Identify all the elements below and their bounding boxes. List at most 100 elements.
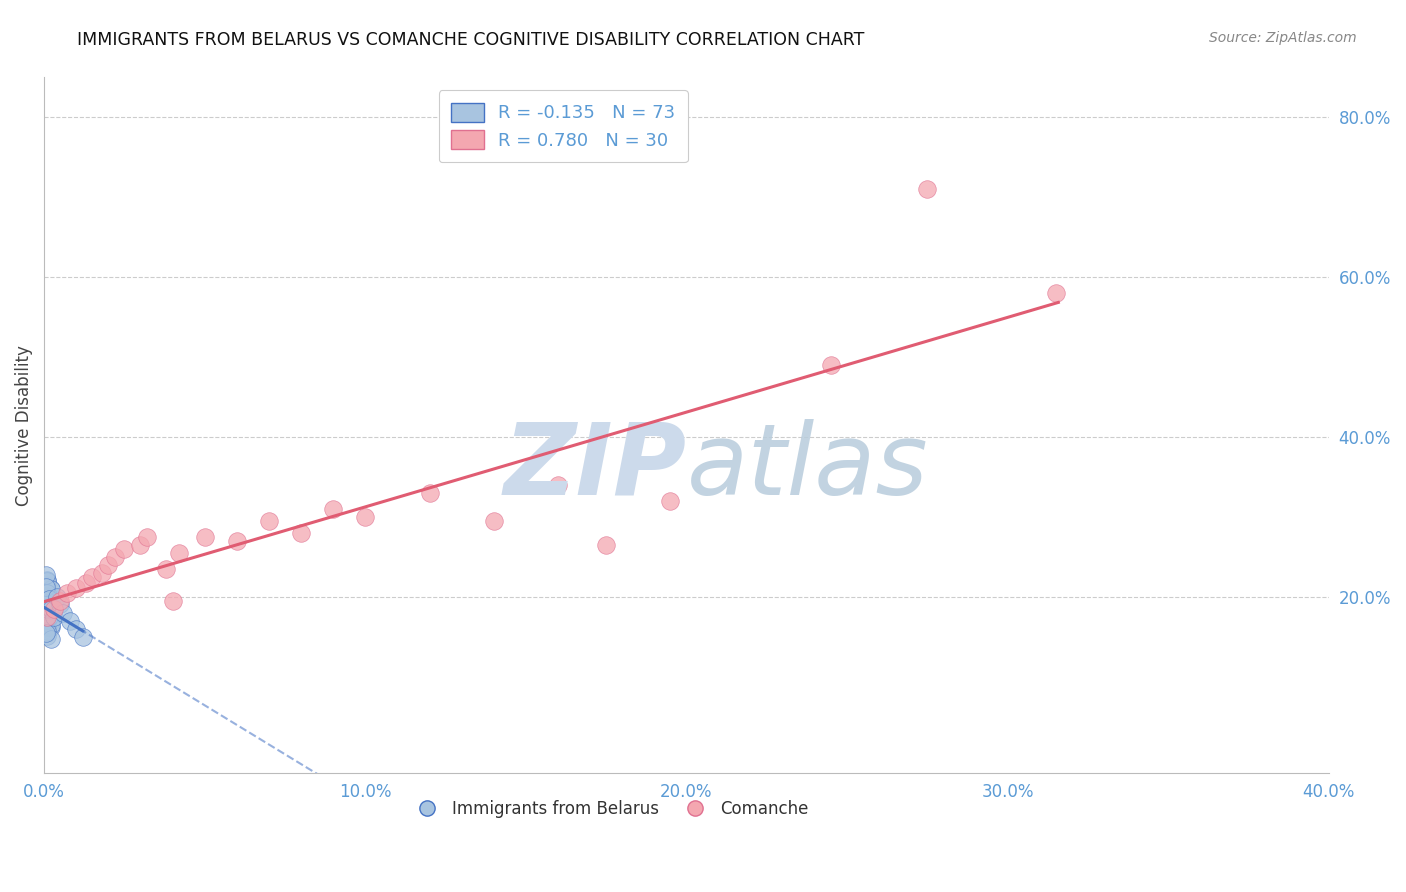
Point [37,594,59,608]
Point [37,574,59,589]
Point [37,618,59,632]
Point [1045,286,1067,301]
Point [39,615,62,629]
Point [38,600,60,615]
Point [37,602,59,616]
Y-axis label: Cognitive Disability: Cognitive Disability [15,345,32,506]
Point [35,591,58,605]
Point [39,582,62,597]
Point [135,531,157,545]
Point [37,610,59,624]
Point [35,610,58,624]
Point [354,510,377,524]
Point [37,613,59,627]
Point [35,605,58,619]
Point [35,580,58,594]
Point [39,602,62,616]
Point [112,542,135,557]
Point [38,602,60,616]
Point [547,478,569,492]
Point [37,610,59,624]
Point [290,526,312,541]
Point [35,603,58,617]
Point [42,610,65,624]
Point [37,597,59,611]
Point [418,486,440,500]
Point [37,620,59,634]
Point [37,594,59,608]
Point [155,562,177,576]
Point [49,594,72,608]
Point [35,594,58,608]
Point [37,597,59,611]
Point [35,578,58,592]
Point [37,594,59,608]
Point [35,613,58,627]
Point [35,586,58,600]
Point [90,566,112,581]
Point [39,615,62,629]
Text: ZIP: ZIP [503,418,686,516]
Point [38,592,60,607]
Point [257,515,280,529]
Text: Source: ZipAtlas.com: Source: ZipAtlas.com [1209,31,1357,45]
Point [39,620,62,634]
Point [39,632,62,646]
Point [37,602,59,616]
Point [194,531,217,545]
Point [52,607,75,621]
Point [42,602,65,616]
Point [75,576,97,591]
Text: IMMIGRANTS FROM BELARUS VS COMANCHE COGNITIVE DISABILITY CORRELATION CHART: IMMIGRANTS FROM BELARUS VS COMANCHE COGN… [77,31,865,49]
Point [37,623,59,637]
Point [46,591,69,605]
Legend: Immigrants from Belarus, Comanche: Immigrants from Belarus, Comanche [404,793,815,824]
Point [65,623,87,637]
Point [35,605,58,619]
Point [35,599,58,613]
Point [35,589,58,603]
Point [38,594,60,608]
Point [35,626,58,640]
Point [37,597,59,611]
Point [39,618,62,632]
Point [37,596,59,610]
Point [37,613,59,627]
Point [322,502,344,516]
Point [38,596,60,610]
Point [37,613,59,627]
Point [167,546,190,560]
Point [39,594,62,608]
Point [659,494,682,508]
Point [39,582,62,597]
Point [35,599,58,613]
Point [59,615,82,629]
Point [162,594,184,608]
Point [104,550,127,565]
Point [38,610,60,624]
Point [37,615,59,629]
Point [917,182,939,196]
Point [38,602,60,616]
Text: atlas: atlas [686,418,928,516]
Point [39,604,62,618]
Point [49,597,72,611]
Point [37,604,59,618]
Point [35,568,58,582]
Point [37,629,59,643]
Point [37,620,59,634]
Point [38,605,60,619]
Point [37,624,59,638]
Point [35,597,58,611]
Point [97,558,120,573]
Point [37,600,59,615]
Point [129,538,152,552]
Point [65,581,87,595]
Point [55,586,77,600]
Point [82,570,104,584]
Point [37,607,59,621]
Point [72,631,94,645]
Point [820,359,842,373]
Point [35,607,58,622]
Point [595,538,617,552]
